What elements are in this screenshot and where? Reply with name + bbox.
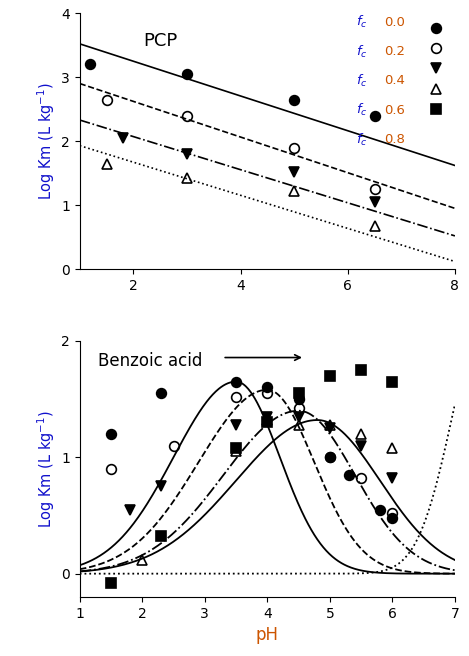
- Text: $f_c$: $f_c$: [356, 132, 367, 148]
- X-axis label: pH: pH: [256, 626, 279, 644]
- Text: $f_c$: $f_c$: [356, 14, 367, 30]
- Text: 0.2: 0.2: [384, 45, 405, 58]
- Text: 0.6: 0.6: [384, 104, 405, 117]
- Legend: , , , , : , , , ,: [429, 20, 448, 119]
- Text: $f_c$: $f_c$: [356, 102, 367, 119]
- Text: $f_c$: $f_c$: [356, 43, 367, 60]
- Text: 0.4: 0.4: [384, 75, 405, 87]
- Y-axis label: Log Km (L kg$^{-1}$): Log Km (L kg$^{-1}$): [35, 82, 57, 200]
- Y-axis label: Log Km (L kg$^{-1}$): Log Km (L kg$^{-1}$): [35, 410, 57, 528]
- Text: 0.8: 0.8: [384, 133, 405, 146]
- Text: $f_c$: $f_c$: [356, 73, 367, 89]
- Text: 0.0: 0.0: [384, 16, 405, 29]
- Text: PCP: PCP: [144, 32, 178, 51]
- Text: Benzoic acid: Benzoic acid: [98, 352, 203, 371]
